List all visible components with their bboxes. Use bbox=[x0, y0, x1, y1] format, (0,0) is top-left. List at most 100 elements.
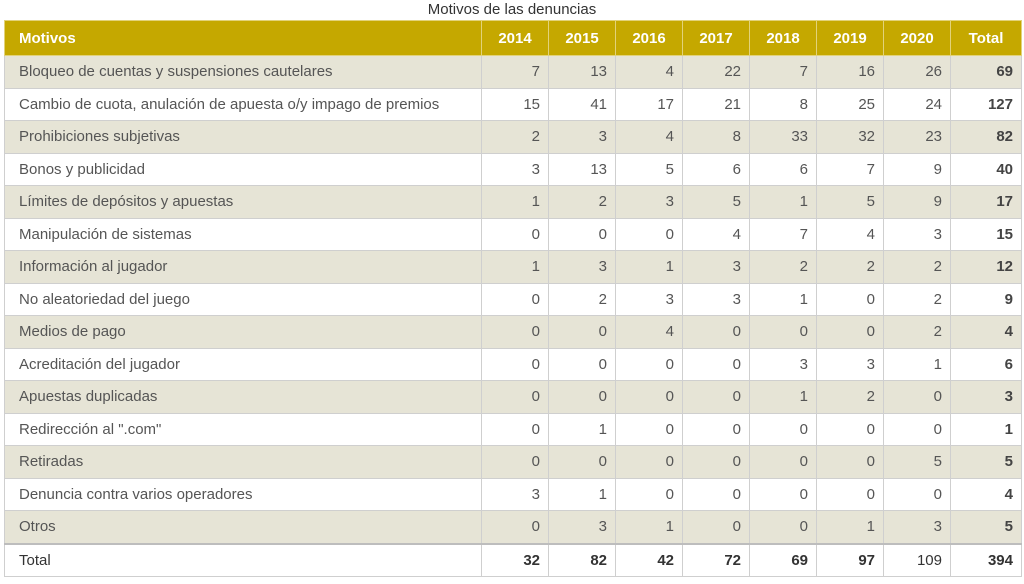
row-value: 7 bbox=[749, 217, 817, 251]
row-value: 23 bbox=[883, 120, 951, 154]
row-value: 3 bbox=[749, 347, 817, 381]
row-value: 0 bbox=[481, 315, 549, 349]
table-row: Apuestas duplicadas 0 0 0 0 1 2 0 3 bbox=[4, 380, 1022, 414]
row-value: 3 bbox=[548, 120, 616, 154]
row-value: 1 bbox=[749, 282, 817, 316]
table-row: Denuncia contra varios operadores 3 1 0 0 0 0 0… bbox=[4, 477, 1022, 511]
row-value: 7 bbox=[749, 55, 817, 89]
row-total: 1 bbox=[950, 412, 1022, 446]
row-value: 2 bbox=[883, 315, 951, 349]
row-value: 0 bbox=[615, 380, 683, 414]
table-row: Cambio de cuota, anulación de apuesta o/… bbox=[4, 87, 1022, 121]
row-value: 3 bbox=[615, 185, 683, 219]
table-row: Bonos y publicidad 3 13 5 6 6 7 9 40 bbox=[4, 152, 1022, 186]
row-value: 3 bbox=[816, 347, 884, 381]
row-value: 0 bbox=[749, 477, 817, 511]
row-value: 0 bbox=[682, 347, 750, 381]
header-year: 2015 bbox=[548, 20, 616, 56]
row-value: 0 bbox=[548, 217, 616, 251]
row-value: 0 bbox=[883, 477, 951, 511]
row-value: 2 bbox=[883, 282, 951, 316]
row-value: 5 bbox=[615, 152, 683, 186]
table-row: Acreditación del jugador 0 0 0 0 3 3 1 6 bbox=[4, 347, 1022, 381]
row-value: 0 bbox=[682, 380, 750, 414]
row-value: 21 bbox=[682, 87, 750, 121]
row-value: 5 bbox=[816, 185, 884, 219]
header-year: 2019 bbox=[816, 20, 884, 56]
row-total: 12 bbox=[950, 250, 1022, 284]
row-value: 25 bbox=[816, 87, 884, 121]
row-label: Apuestas duplicadas bbox=[4, 380, 482, 414]
row-total: 9 bbox=[950, 282, 1022, 316]
row-value: 4 bbox=[816, 217, 884, 251]
row-value: 0 bbox=[682, 315, 750, 349]
row-value: 3 bbox=[883, 510, 951, 544]
row-label: Retiradas bbox=[4, 445, 482, 479]
header-motivos: Motivos bbox=[4, 20, 482, 56]
totals-value: 32 bbox=[481, 542, 549, 577]
row-value: 3 bbox=[883, 217, 951, 251]
row-value: 2 bbox=[481, 120, 549, 154]
row-total: 6 bbox=[950, 347, 1022, 381]
row-value: 0 bbox=[615, 412, 683, 446]
row-value: 32 bbox=[816, 120, 884, 154]
totals-label: Total bbox=[4, 542, 482, 577]
row-value: 0 bbox=[481, 282, 549, 316]
row-label: Denuncia contra varios operadores bbox=[4, 477, 482, 511]
row-value: 9 bbox=[883, 185, 951, 219]
row-value: 0 bbox=[548, 315, 616, 349]
table-row: Manipulación de sistemas 0 0 0 4 7 4 3 15 bbox=[4, 217, 1022, 251]
row-value: 1 bbox=[615, 510, 683, 544]
row-total: 69 bbox=[950, 55, 1022, 89]
row-value: 1 bbox=[883, 347, 951, 381]
row-label: Medios de pago bbox=[4, 315, 482, 349]
row-value: 1 bbox=[749, 185, 817, 219]
totals-value: 42 bbox=[615, 542, 683, 577]
row-value: 5 bbox=[682, 185, 750, 219]
row-value: 0 bbox=[481, 347, 549, 381]
table-row: Otros 0 3 1 0 0 1 3 5 bbox=[4, 510, 1022, 544]
row-value: 0 bbox=[481, 217, 549, 251]
grand-total: 394 bbox=[950, 542, 1022, 577]
row-value: 0 bbox=[816, 412, 884, 446]
row-value: 13 bbox=[548, 152, 616, 186]
row-value: 0 bbox=[548, 380, 616, 414]
row-value: 6 bbox=[749, 152, 817, 186]
row-value: 4 bbox=[615, 55, 683, 89]
row-value: 2 bbox=[883, 250, 951, 284]
row-value: 1 bbox=[548, 412, 616, 446]
table-row: Retiradas 0 0 0 0 0 0 5 5 bbox=[4, 445, 1022, 479]
row-label: Cambio de cuota, anulación de apuesta o/… bbox=[4, 87, 482, 121]
totals-row: Total 32 82 42 72 69 97 109 394 bbox=[4, 542, 1022, 577]
header-year: 2018 bbox=[749, 20, 817, 56]
row-total: 17 bbox=[950, 185, 1022, 219]
row-value: 4 bbox=[615, 120, 683, 154]
row-value: 7 bbox=[481, 55, 549, 89]
row-total: 40 bbox=[950, 152, 1022, 186]
row-value: 3 bbox=[481, 477, 549, 511]
totals-value: 109 bbox=[883, 542, 951, 577]
row-value: 5 bbox=[883, 445, 951, 479]
table-caption: Motivos de las denuncias bbox=[427, 1, 597, 18]
row-value: 24 bbox=[883, 87, 951, 121]
row-value: 41 bbox=[548, 87, 616, 121]
row-total: 4 bbox=[950, 477, 1022, 511]
row-value: 2 bbox=[816, 250, 884, 284]
row-total: 127 bbox=[950, 87, 1022, 121]
table-row: Bloqueo de cuentas y suspensiones cautel… bbox=[4, 55, 1022, 89]
table-row: Medios de pago 0 0 4 0 0 0 2 4 bbox=[4, 315, 1022, 349]
row-value: 17 bbox=[615, 87, 683, 121]
table-row: Redirección al ".com" 0 1 0 0 0 0 0 1 bbox=[4, 412, 1022, 446]
header-year: 2017 bbox=[682, 20, 750, 56]
header-year: 2020 bbox=[883, 20, 951, 56]
row-value: 0 bbox=[615, 477, 683, 511]
table-header-row: Motivos 2014 2015 2016 2017 2018 2019 20… bbox=[4, 20, 1022, 56]
row-label: Acreditación del jugador bbox=[4, 347, 482, 381]
row-value: 8 bbox=[749, 87, 817, 121]
row-total: 5 bbox=[950, 510, 1022, 544]
row-value: 2 bbox=[749, 250, 817, 284]
table-row: Información al jugador 1 3 1 3 2 2 2 12 bbox=[4, 250, 1022, 284]
row-label: Información al jugador bbox=[4, 250, 482, 284]
row-value: 1 bbox=[615, 250, 683, 284]
table-row: No aleatoriedad del juego 0 2 3 3 1 0 2 9 bbox=[4, 282, 1022, 316]
